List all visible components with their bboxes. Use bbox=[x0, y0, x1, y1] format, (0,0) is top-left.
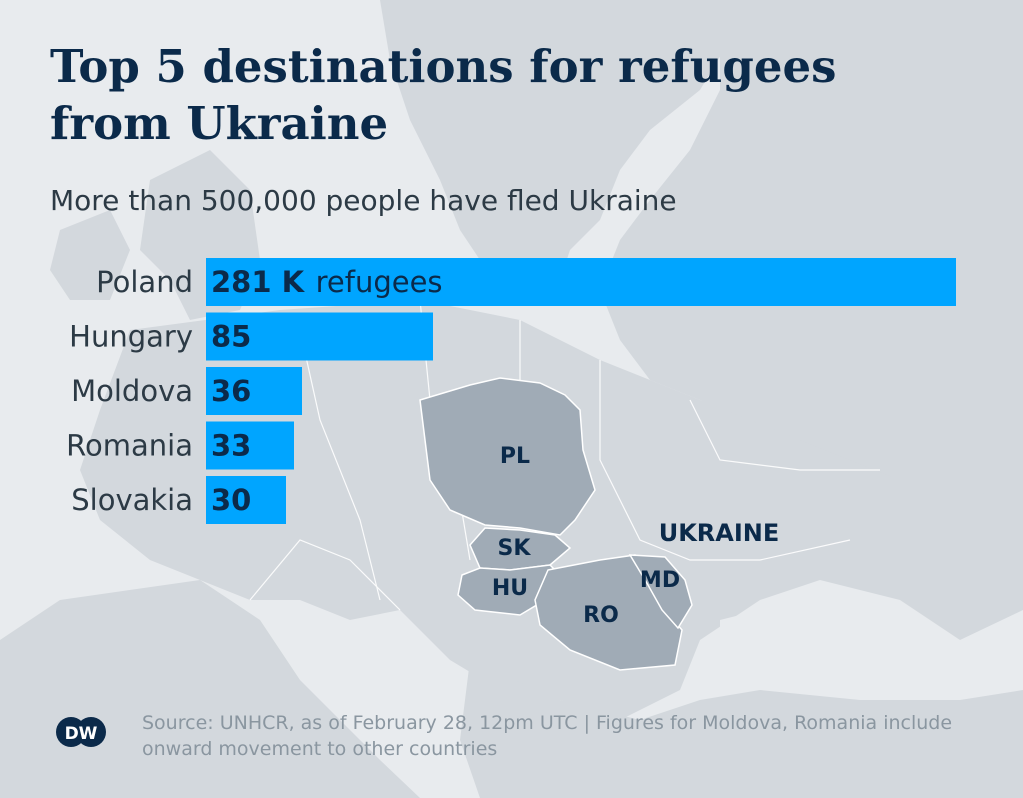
chart-title: Top 5 destinations for refugees from Ukr… bbox=[50, 40, 837, 150]
value-label-hungary: 85 bbox=[211, 320, 251, 354]
value-unit-label: refugees bbox=[316, 265, 443, 299]
country-moldova bbox=[628, 554, 693, 630]
map-label-sk: SK bbox=[498, 536, 532, 561]
chart-subtitle: More than 500,000 people have fled Ukrai… bbox=[50, 184, 677, 217]
value-label-poland: 281 K bbox=[211, 265, 306, 299]
country-poland bbox=[419, 377, 596, 536]
value-label-romania: 33 bbox=[211, 429, 251, 463]
value-label-slovakia: 30 bbox=[211, 483, 251, 517]
black-sea bbox=[720, 600, 960, 690]
bar-slovakia bbox=[206, 476, 286, 524]
category-label-romania: Romania bbox=[66, 429, 193, 463]
map-label-ro: RO bbox=[583, 603, 619, 628]
land-scandinavia bbox=[380, 0, 730, 300]
bar-romania bbox=[206, 421, 294, 470]
dw-logo-text: DW bbox=[65, 724, 98, 744]
map-label-ukraine: UKRAINE bbox=[659, 519, 780, 547]
bar-moldova bbox=[206, 367, 302, 415]
country-romania bbox=[534, 554, 683, 671]
land-balkans-turkey bbox=[460, 660, 1023, 798]
map-label-pl: PL bbox=[500, 444, 530, 469]
value-label-moldova: 36 bbox=[211, 374, 251, 408]
land-ireland bbox=[50, 210, 130, 300]
source-note: Source: UNHCR, as of February 28, 12pm U… bbox=[142, 712, 953, 760]
category-label-hungary: Hungary bbox=[69, 320, 193, 354]
category-label-moldova: Moldova bbox=[71, 374, 193, 408]
land-iberia-italy bbox=[0, 580, 420, 798]
map-label-hu: HU bbox=[492, 576, 528, 601]
bar-hungary bbox=[206, 312, 433, 361]
bar-poland bbox=[206, 258, 956, 306]
category-label-poland: Poland bbox=[96, 265, 193, 299]
dw-logo: DW bbox=[56, 717, 106, 747]
map-label-md: MD bbox=[640, 568, 680, 593]
category-label-slovakia: Slovakia bbox=[71, 483, 193, 517]
